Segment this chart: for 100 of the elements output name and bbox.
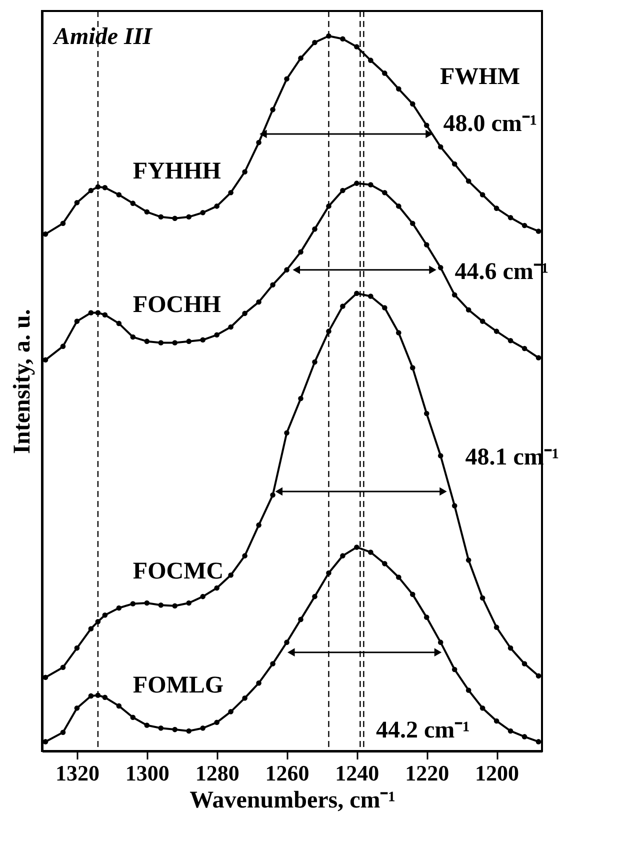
point (74, 645, 80, 651)
point (480, 318, 486, 324)
point (340, 36, 346, 42)
point (102, 694, 108, 700)
point (144, 209, 150, 215)
point (536, 739, 542, 744)
point (284, 640, 290, 645)
point (74, 318, 80, 324)
point (410, 365, 416, 370)
point (480, 595, 486, 601)
x-axis-title: Wavenumbers, cm⁻¹ (190, 788, 396, 814)
point (88, 310, 94, 316)
point (284, 76, 290, 82)
point (95, 184, 101, 190)
point (228, 190, 234, 196)
x-tick-label: 1320 (55, 760, 100, 786)
point (242, 310, 248, 316)
point (354, 180, 360, 186)
point (536, 355, 542, 360)
point (214, 585, 220, 591)
point (396, 330, 402, 336)
point (424, 242, 430, 248)
y-axis-title: Intensity, a. u. (10, 309, 36, 454)
x-tick-label: 1200 (475, 760, 520, 786)
point (438, 265, 444, 270)
point (298, 249, 304, 255)
point (396, 574, 402, 580)
x-tick-label: 1300 (125, 760, 170, 786)
point (298, 616, 304, 622)
point (368, 58, 374, 63)
point (95, 618, 101, 624)
point (116, 192, 122, 198)
point (494, 206, 500, 211)
annotation: 44.2 cm⁻¹ (376, 717, 470, 744)
point (88, 188, 94, 194)
point (88, 693, 94, 699)
point (130, 334, 136, 340)
point (144, 722, 150, 728)
point (522, 734, 528, 740)
point (354, 544, 360, 550)
point (102, 312, 108, 318)
point (214, 332, 220, 338)
point (144, 338, 150, 344)
series-label: FOCMC (132, 558, 224, 585)
point (382, 190, 388, 196)
annotation: FWHM (440, 64, 520, 90)
point (410, 592, 416, 598)
point (186, 600, 192, 606)
point (508, 645, 514, 651)
point (130, 714, 136, 720)
point (200, 210, 206, 216)
point (256, 299, 262, 305)
annotation: 48.0 cm⁻¹ (443, 110, 538, 137)
point (494, 624, 500, 630)
point (536, 673, 542, 679)
point (60, 730, 66, 736)
point (522, 346, 528, 352)
point (340, 188, 346, 194)
point (424, 614, 430, 620)
point (410, 101, 416, 107)
point (438, 453, 444, 458)
point (522, 661, 528, 666)
point (508, 728, 514, 734)
point (466, 557, 472, 563)
point (326, 33, 332, 39)
point (298, 56, 304, 61)
point (88, 626, 94, 632)
x-tick-label: 1220 (405, 760, 450, 786)
point (326, 204, 332, 209)
point (270, 282, 276, 288)
point (130, 200, 136, 206)
point (172, 726, 178, 732)
point (270, 107, 276, 112)
point (354, 290, 360, 296)
point (466, 688, 472, 693)
point (424, 410, 430, 416)
point (382, 305, 388, 310)
point (270, 492, 276, 498)
point (116, 703, 122, 709)
point (200, 725, 206, 731)
point (228, 572, 234, 578)
point (228, 709, 234, 714)
point (270, 661, 276, 666)
point (186, 338, 192, 344)
point (60, 664, 66, 670)
point (116, 320, 122, 326)
point (214, 204, 220, 209)
point (312, 226, 318, 232)
point (284, 430, 290, 436)
point (410, 220, 416, 226)
point (242, 169, 248, 175)
point (382, 70, 388, 76)
point (312, 594, 318, 600)
series-label: FOMLG (132, 672, 224, 698)
point (452, 503, 458, 508)
point (256, 522, 262, 528)
point (158, 214, 164, 220)
point (354, 44, 360, 50)
point (214, 720, 220, 726)
point (200, 594, 206, 600)
